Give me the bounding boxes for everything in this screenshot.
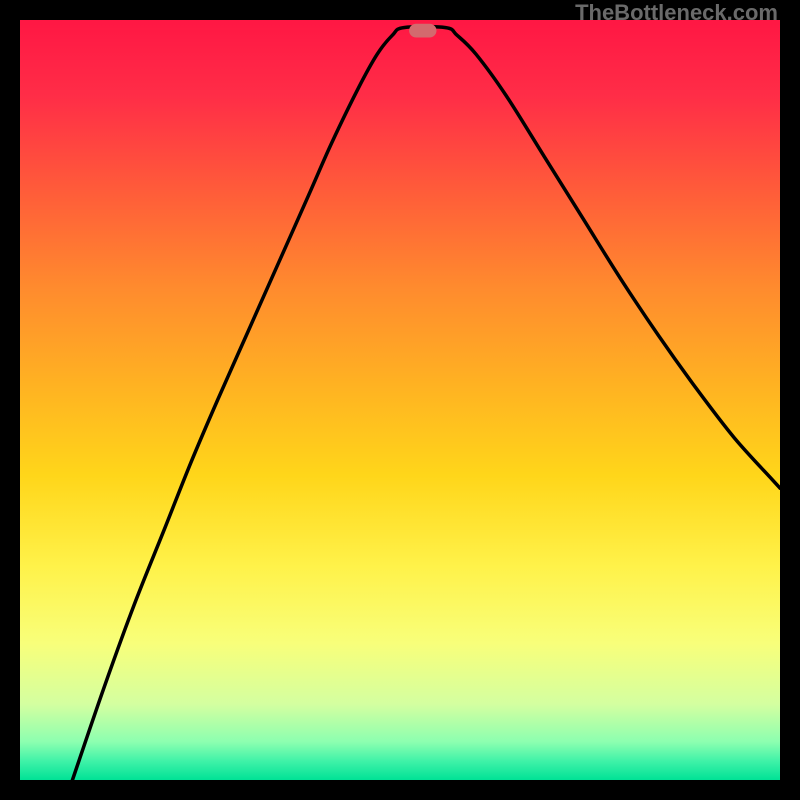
gradient-background	[20, 20, 780, 780]
optimum-marker	[409, 24, 436, 38]
chart-svg	[20, 20, 780, 780]
chart-container: TheBottleneck.com	[0, 0, 800, 800]
plot-area	[20, 20, 780, 780]
